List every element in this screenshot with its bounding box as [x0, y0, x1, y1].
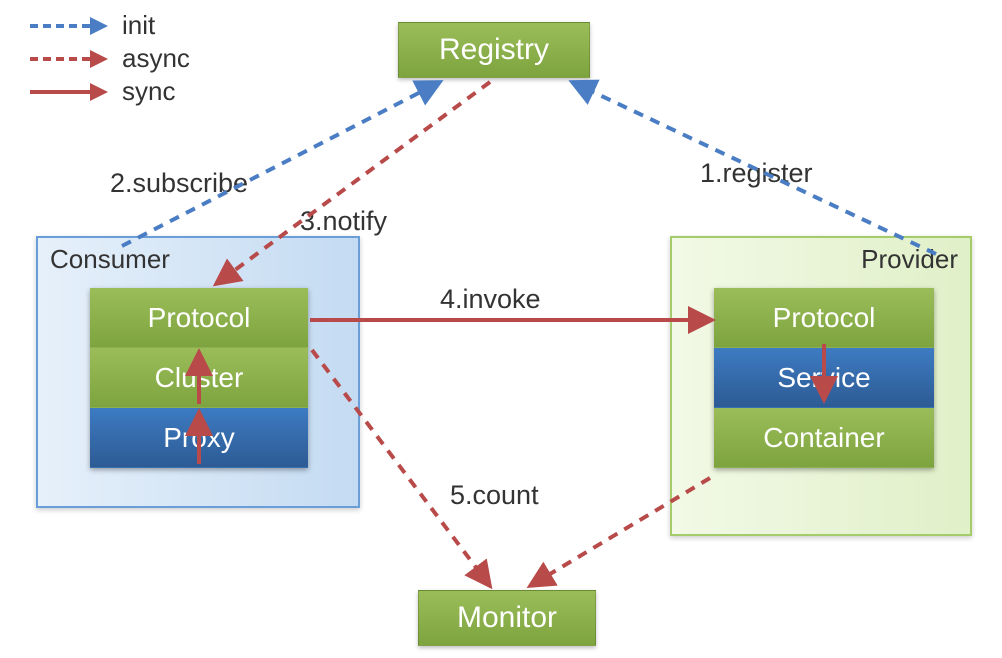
- node-monitor: Monitor: [418, 590, 596, 646]
- layer-proxy: Proxy: [90, 408, 308, 468]
- arrowhead-icon: [90, 83, 108, 101]
- layer-protocol: Protocol: [90, 288, 308, 348]
- container-label: Consumer: [50, 244, 170, 275]
- legend-label: async: [122, 43, 190, 74]
- layer-container: Container: [714, 408, 934, 468]
- edge-label-count: 5.count: [450, 480, 539, 511]
- layer-cluster: Cluster: [90, 348, 308, 408]
- legend-label: init: [122, 10, 155, 41]
- legend-item-async: async: [30, 43, 190, 74]
- layer-service: Service: [714, 348, 934, 408]
- layer-label: Cluster: [155, 362, 244, 394]
- legend-label: sync: [122, 76, 175, 107]
- legend: init async sync: [30, 10, 190, 109]
- stack-consumer: Protocol Cluster Proxy: [90, 288, 308, 468]
- edge-label-notify: 3.notify: [300, 206, 387, 237]
- edge-label-subscribe: 2.subscribe: [110, 168, 248, 199]
- edge-label-register: 1.register: [700, 158, 813, 189]
- node-label: Registry: [439, 33, 549, 67]
- container-label: Provider: [861, 244, 958, 275]
- layer-label: Protocol: [773, 302, 876, 334]
- layer-label: Proxy: [163, 422, 235, 454]
- legend-item-sync: sync: [30, 76, 190, 107]
- arrowhead-icon: [90, 17, 108, 35]
- legend-line-sync: [30, 90, 90, 94]
- node-label: Monitor: [457, 601, 557, 635]
- layer-protocol: Protocol: [714, 288, 934, 348]
- edge-label-invoke: 4.invoke: [440, 284, 541, 315]
- legend-item-init: init: [30, 10, 190, 41]
- legend-line-init: [30, 24, 90, 28]
- legend-line-async: [30, 57, 90, 61]
- node-registry: Registry: [398, 22, 590, 78]
- diagram-canvas: init async sync Registry Consumer Provid…: [0, 0, 1002, 658]
- layer-label: Container: [763, 422, 884, 454]
- layer-label: Service: [777, 362, 870, 394]
- stack-provider: Protocol Service Container: [714, 288, 934, 468]
- arrowhead-icon: [90, 50, 108, 68]
- layer-label: Protocol: [148, 302, 251, 334]
